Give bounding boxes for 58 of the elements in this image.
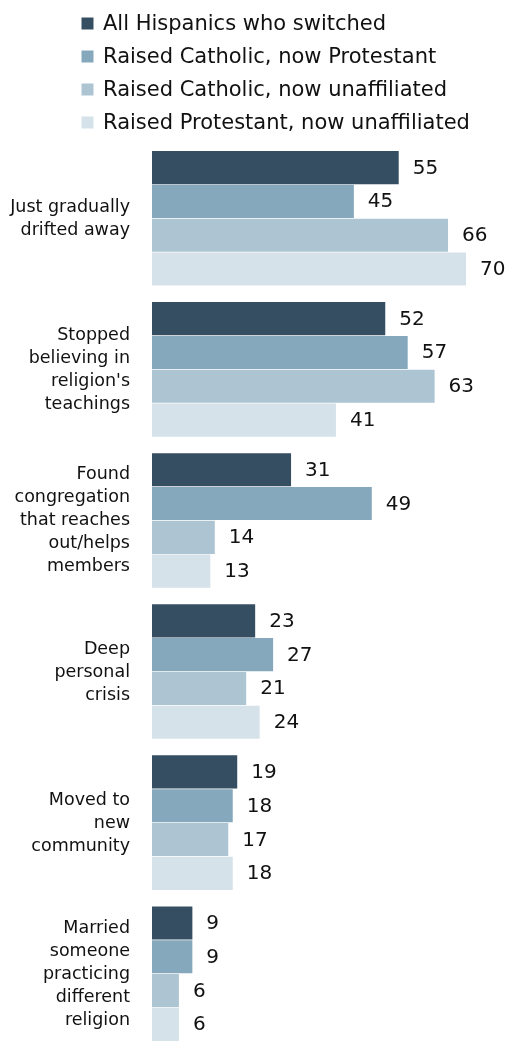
data-label: 70: [480, 256, 506, 281]
bar: [152, 302, 386, 336]
bar: [152, 906, 193, 940]
data-label: 14: [228, 524, 255, 549]
bar: [152, 940, 193, 974]
bar: [152, 638, 274, 672]
data-label: 6: [192, 1011, 206, 1036]
bar: [152, 252, 466, 286]
y-tick-label: Moved to new community: [31, 788, 130, 855]
y-tick-label: Just gradually drifted away: [9, 195, 130, 239]
data-label: 57: [421, 339, 448, 364]
legend-label: Raised Catholic, now unaffiliated: [103, 76, 448, 101]
legend-label: All Hispanics who switched: [103, 10, 387, 35]
bar: [152, 151, 399, 185]
bar: [152, 403, 336, 437]
bar: [152, 335, 408, 370]
bar: [152, 705, 260, 739]
bar: [152, 218, 449, 252]
y-tick-label: Married someone practicing different religion: [42, 916, 131, 1029]
bar: [152, 1007, 179, 1041]
data-label: 21: [260, 675, 286, 700]
bar: [152, 789, 233, 823]
bar: [152, 604, 256, 638]
data-label: 49: [385, 490, 412, 515]
data-label: 55: [412, 154, 439, 179]
bar: [152, 974, 179, 1008]
data-label: 6: [192, 977, 206, 1002]
y-tick-label: Stopped believing in religion's teachings: [28, 323, 130, 413]
bar: [152, 486, 372, 521]
data-label: 17: [242, 826, 268, 851]
bar: [152, 822, 229, 857]
data-label: 13: [224, 558, 250, 583]
y-tick-label: Found congregation that reaches out/helps members: [14, 463, 130, 576]
data-label: 9: [206, 943, 220, 968]
legend-label: Raised Protestant, now unaffiliated: [103, 109, 470, 134]
bar: [152, 671, 247, 706]
bar: [152, 755, 238, 789]
bar: [152, 184, 354, 218]
data-label: 27: [287, 641, 313, 666]
data-label: 18: [246, 792, 273, 817]
data-label: 9: [206, 909, 220, 934]
data-label: 18: [246, 860, 273, 885]
data-label: 52: [399, 305, 425, 330]
y-tick-label: Deep personal crisis: [54, 637, 130, 704]
bar: [152, 453, 292, 487]
data-label: 19: [251, 758, 277, 783]
bar: [152, 554, 211, 588]
bar: [152, 856, 233, 890]
data-label: 31: [305, 456, 331, 481]
data-label: 45: [367, 188, 394, 213]
data-label: 63: [448, 373, 475, 398]
bar: [152, 369, 435, 403]
data-label: 23: [269, 607, 295, 632]
data-label: 41: [349, 407, 376, 432]
data-label: 24: [273, 709, 300, 734]
legend-label: Raised Catholic, now Protestant: [103, 43, 437, 68]
data-label: 66: [462, 222, 488, 247]
bar: [152, 520, 215, 554]
